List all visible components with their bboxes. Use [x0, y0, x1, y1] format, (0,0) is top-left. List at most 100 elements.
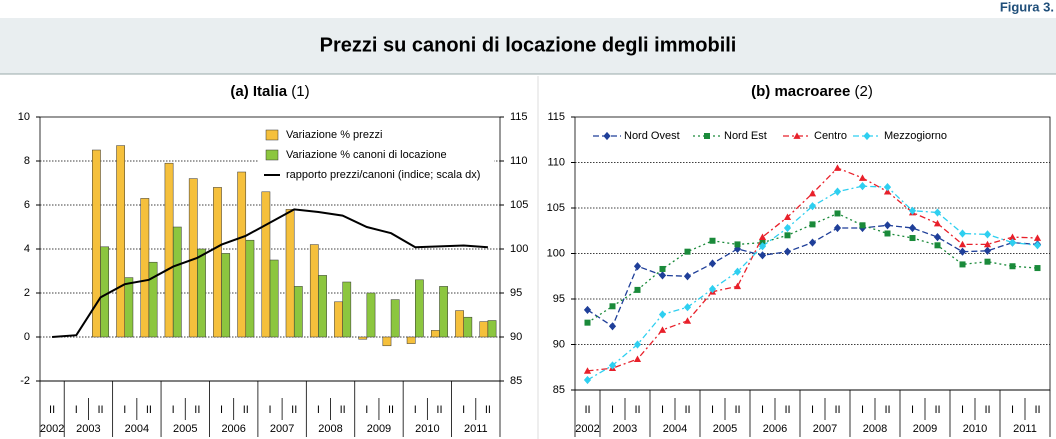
y-tick-label: 110 [547, 156, 565, 168]
bar [164, 162, 174, 338]
year-label: 2005 [173, 423, 197, 435]
marker [858, 182, 867, 191]
bar [116, 145, 125, 338]
panel-title-main: (a) Italia [230, 83, 287, 100]
y2-tick-label: 95 [510, 287, 522, 299]
marker [808, 202, 817, 211]
marker [733, 267, 742, 276]
marker [934, 242, 941, 249]
y-tick-label: 90 [553, 338, 565, 350]
marker [958, 247, 967, 256]
marker [859, 222, 866, 229]
marker [683, 317, 692, 324]
marker [833, 187, 842, 196]
year-label: 2007 [813, 423, 837, 435]
y-tick-label: 10 [18, 111, 30, 123]
x-tick-label: II [291, 404, 297, 416]
y-tick-label: 115 [547, 111, 565, 123]
marker [984, 258, 991, 265]
bar [92, 149, 101, 338]
year-label: 2003 [613, 423, 637, 435]
year-label: 2008 [863, 423, 887, 435]
x-tick-label: I [123, 404, 126, 416]
marker [709, 237, 716, 244]
legend-label: Variazione % canoni di locazione [286, 149, 447, 161]
bar [479, 321, 489, 338]
bar [245, 239, 255, 338]
marker [1008, 238, 1017, 247]
bar [358, 336, 368, 340]
bar [285, 209, 295, 338]
year-label: 2011 [464, 423, 488, 435]
x-tick-label: II [1034, 404, 1040, 416]
bar [487, 320, 497, 338]
marker [633, 355, 642, 362]
bar [342, 281, 352, 338]
legend-marker [793, 132, 801, 139]
figure-label: Figura 3. [1000, 0, 1054, 14]
bar [172, 226, 182, 338]
legend-label: Variazione % prezzi [286, 129, 382, 141]
x-tick-label: I [268, 404, 271, 416]
marker [733, 282, 742, 290]
legend-label: Mezzogiorno [884, 130, 947, 142]
marker [883, 188, 892, 195]
marker [708, 259, 717, 268]
marker [983, 246, 992, 255]
x-tick-label: II [984, 404, 990, 416]
marker [833, 164, 842, 171]
x-tick-label: II [734, 404, 740, 416]
year-label: 2002 [40, 423, 64, 435]
x-tick-label: II [194, 404, 200, 416]
marker [683, 303, 692, 312]
bar [197, 248, 206, 338]
marker [684, 248, 691, 255]
marker [1034, 265, 1041, 272]
marker [909, 235, 916, 242]
marker [783, 213, 792, 220]
x-tick-label: II [884, 404, 890, 416]
legend-swatch [265, 149, 279, 161]
marker [883, 221, 892, 230]
bar [382, 336, 392, 347]
marker [1008, 233, 1017, 240]
year-label: 2009 [367, 423, 391, 435]
panel-title-main: (b) macroaree [751, 83, 850, 100]
panel-title-note: (2) [855, 83, 873, 100]
legend-box [258, 125, 494, 187]
marker [658, 310, 667, 319]
x-tick-label: II [485, 404, 491, 416]
panel-title: (b) macroaree (2) [751, 83, 873, 100]
marker [658, 271, 667, 280]
bar [439, 286, 448, 338]
marker [708, 284, 717, 294]
series-line [587, 185, 1038, 381]
marker [1033, 241, 1042, 250]
marker [784, 232, 791, 239]
marker [633, 262, 642, 271]
x-tick-label: II [684, 404, 690, 416]
bar [334, 301, 343, 338]
x-tick-label: I [172, 404, 175, 416]
marker [634, 286, 641, 293]
marker [1009, 263, 1016, 270]
bar [415, 279, 424, 338]
legend-marker [863, 131, 871, 141]
bar [463, 316, 473, 338]
bar [221, 253, 231, 338]
x-tick-label: I [761, 404, 764, 416]
legend-marker [603, 131, 611, 141]
year-label: 2004 [663, 423, 687, 435]
bar [213, 187, 222, 338]
bar [140, 198, 150, 338]
x-tick-label: II [388, 404, 394, 416]
x-tick-label: II [49, 404, 55, 416]
marker [958, 240, 967, 248]
marker [658, 326, 667, 333]
x-tick-label: II [584, 404, 590, 416]
marker [983, 230, 992, 239]
y2-tick-label: 100 [510, 243, 528, 255]
x-tick-label: I [75, 404, 78, 416]
x-tick-label: II [146, 404, 152, 416]
legend-label: Nord Ovest [624, 130, 680, 142]
